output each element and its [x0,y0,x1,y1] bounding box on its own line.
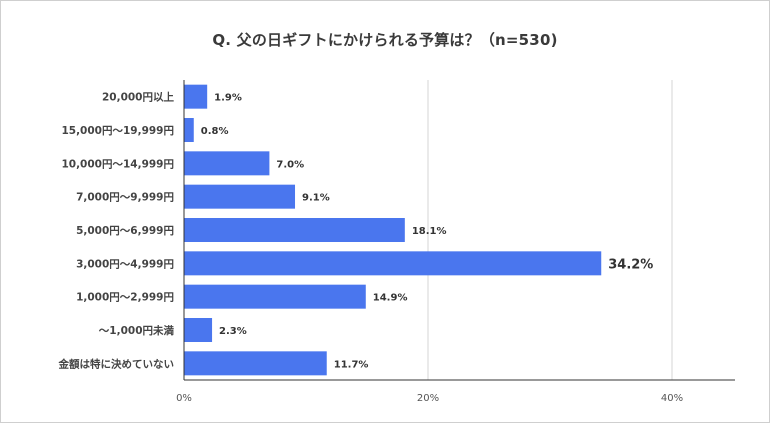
bar [184,251,602,276]
bar [184,284,366,309]
category-label: 5,000円～6,999円 [76,225,174,237]
category-label: 7,000円～9,999円 [76,192,174,204]
category-label: 1,000円～2,999円 [76,292,174,304]
value-label: 9.1% [302,193,330,204]
bar [184,218,405,242]
category-label: 3,000円～4,999円 [76,258,174,270]
category-label: 金額は特に決めていない [58,357,175,370]
value-label: 2.3% [219,326,247,337]
labels: 0% 20% 40% 20,000円以上 1.9% 15,000円～19,999円 0.8%… [58,91,684,404]
category-label: ～1,000円未満 [99,324,175,337]
category-label: 10,000円～14,999円 [61,158,174,170]
value-label: 7.0% [276,159,304,170]
value-label: 1.9% [214,93,242,104]
bar [184,318,213,342]
category-label: 20,000円以上 [102,91,175,104]
chart-title: Q. 父の日ギフトにかけられる予算は？（n=530) [212,31,558,49]
axes [183,80,735,381]
bar [184,351,327,376]
value-label: 0.8% [201,126,229,137]
value-label: 18.1% [412,226,447,237]
x-tick-label: 20% [417,393,439,404]
value-label: 11.7% [334,359,369,370]
bars [184,84,602,376]
value-label: 14.9% [373,293,408,304]
x-tick-label: 0% [176,393,192,404]
x-tick-label: 40% [661,393,683,404]
bar [184,151,270,176]
bar [184,118,194,142]
bar [184,84,208,109]
grid-lines [427,80,673,380]
value-label: 34.2% [608,257,653,272]
bar [184,184,296,209]
category-label: 15,000円～19,999円 [61,125,174,137]
